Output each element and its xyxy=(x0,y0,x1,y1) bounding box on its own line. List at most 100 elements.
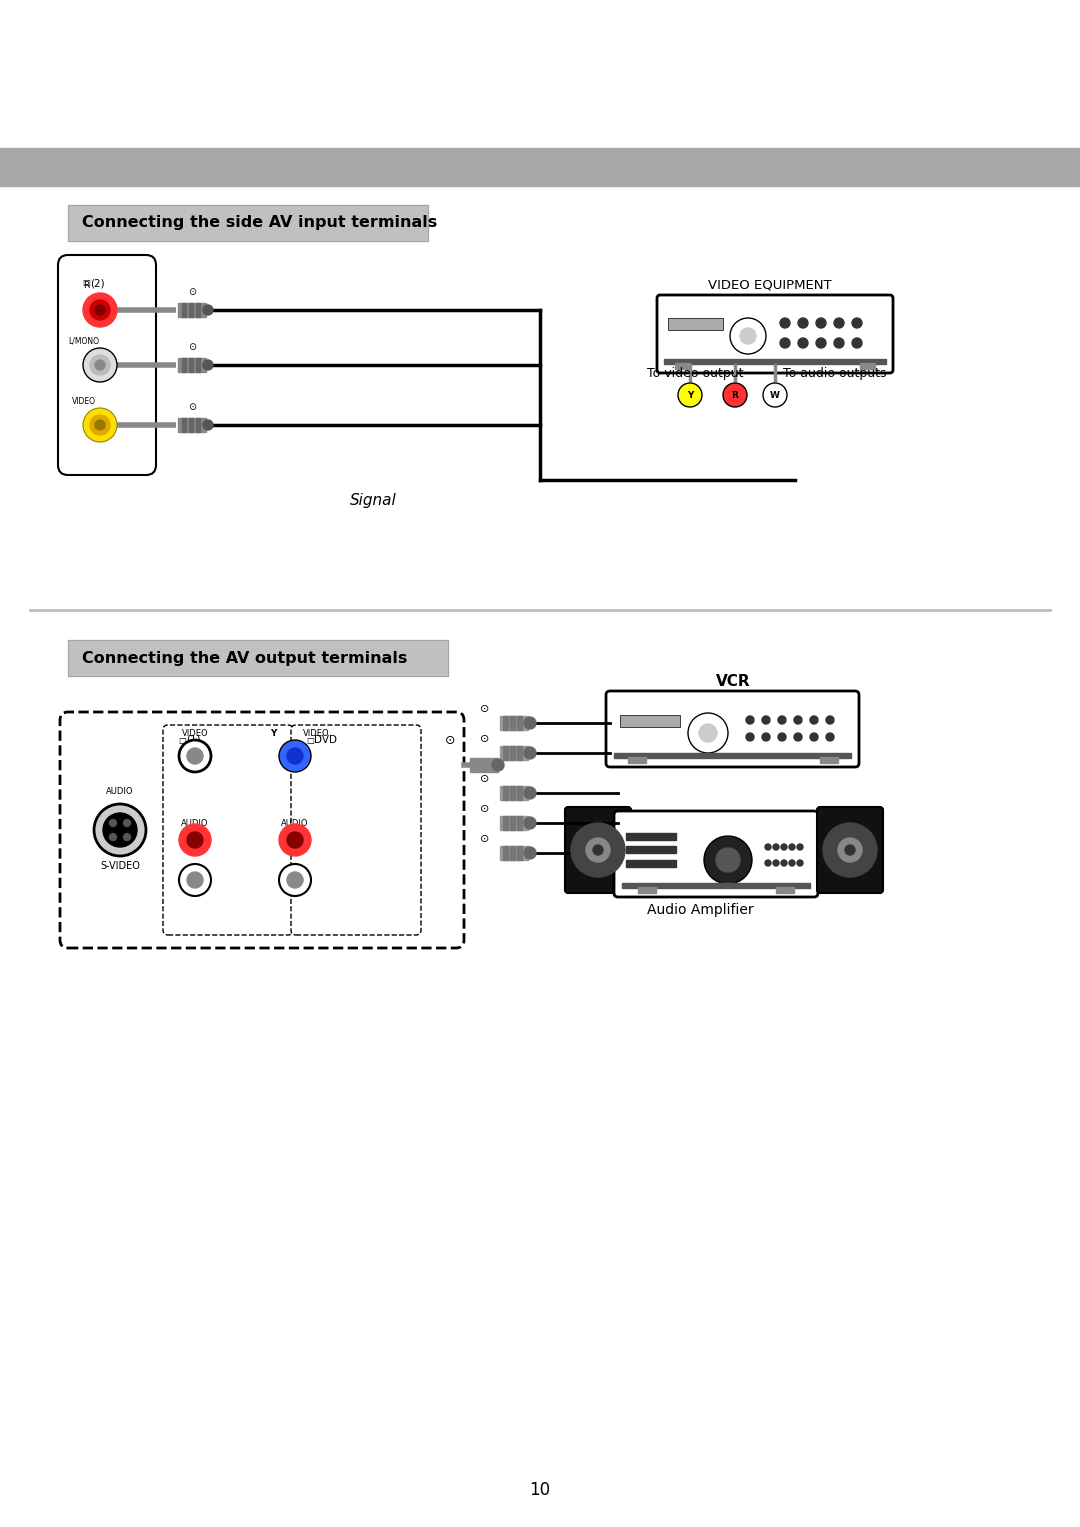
Circle shape xyxy=(773,844,779,851)
Text: To video output: To video output xyxy=(647,366,743,380)
Bar xyxy=(777,887,794,893)
Bar xyxy=(503,747,508,760)
Circle shape xyxy=(794,716,802,724)
Text: ⊙: ⊙ xyxy=(188,287,197,296)
Text: (2): (2) xyxy=(90,278,105,289)
Circle shape xyxy=(586,838,610,863)
Circle shape xyxy=(699,724,717,742)
Bar xyxy=(0,148,1080,186)
Text: ⊙: ⊙ xyxy=(481,704,489,715)
Bar xyxy=(189,302,193,318)
Circle shape xyxy=(279,825,311,857)
Circle shape xyxy=(730,318,766,354)
Circle shape xyxy=(109,820,117,826)
Bar xyxy=(669,318,723,330)
Text: Audio Amplifier: Audio Amplifier xyxy=(647,902,754,918)
Text: ⊙: ⊙ xyxy=(188,402,197,412)
Bar xyxy=(510,716,515,730)
Circle shape xyxy=(781,860,787,866)
Bar xyxy=(68,640,448,676)
Circle shape xyxy=(704,835,752,884)
Text: L/MONO: L/MONO xyxy=(68,336,99,345)
Circle shape xyxy=(287,872,303,889)
Bar xyxy=(195,302,200,318)
Text: VIDEO: VIDEO xyxy=(72,397,96,406)
Circle shape xyxy=(571,823,625,876)
Text: Y: Y xyxy=(687,391,693,400)
Bar xyxy=(500,747,528,760)
Bar xyxy=(500,716,528,730)
Text: □: □ xyxy=(82,278,90,287)
Circle shape xyxy=(678,383,702,408)
Bar xyxy=(68,640,448,676)
Circle shape xyxy=(688,713,728,753)
Circle shape xyxy=(83,408,117,441)
Text: ⊙: ⊙ xyxy=(481,774,489,783)
FancyBboxPatch shape xyxy=(565,806,631,893)
Bar xyxy=(664,359,886,363)
Bar xyxy=(517,815,522,831)
Bar xyxy=(178,418,206,432)
Text: R: R xyxy=(731,391,739,400)
Circle shape xyxy=(852,318,862,328)
Circle shape xyxy=(524,747,536,759)
Bar xyxy=(189,418,193,432)
Circle shape xyxy=(816,337,826,348)
Circle shape xyxy=(781,844,787,851)
Circle shape xyxy=(797,860,804,866)
Circle shape xyxy=(83,348,117,382)
Circle shape xyxy=(203,305,213,315)
Circle shape xyxy=(95,305,105,315)
Bar xyxy=(470,757,498,773)
Circle shape xyxy=(524,718,536,728)
Bar xyxy=(615,753,851,757)
Bar xyxy=(626,834,676,840)
Text: Connecting the side AV input terminals: Connecting the side AV input terminals xyxy=(82,215,437,231)
FancyBboxPatch shape xyxy=(606,692,859,767)
Circle shape xyxy=(823,823,877,876)
Bar xyxy=(626,860,676,867)
Text: ⊙: ⊙ xyxy=(481,805,489,814)
Text: VIDEO: VIDEO xyxy=(303,730,329,739)
Circle shape xyxy=(789,844,795,851)
Bar xyxy=(510,747,515,760)
Circle shape xyxy=(90,299,110,321)
Bar xyxy=(638,887,656,893)
Bar xyxy=(517,716,522,730)
Text: ⊙: ⊙ xyxy=(481,734,489,744)
Circle shape xyxy=(762,716,770,724)
Text: To audio outputs: To audio outputs xyxy=(783,366,887,380)
Circle shape xyxy=(94,805,146,857)
Circle shape xyxy=(778,733,786,741)
Bar xyxy=(517,846,522,860)
Bar xyxy=(503,786,508,800)
Circle shape xyxy=(852,337,862,348)
Circle shape xyxy=(794,733,802,741)
Bar xyxy=(503,846,508,860)
Text: ⊙: ⊙ xyxy=(481,834,489,844)
Bar xyxy=(178,302,206,318)
Text: □: □ xyxy=(306,736,314,745)
Bar xyxy=(620,715,680,727)
Circle shape xyxy=(179,864,211,896)
Circle shape xyxy=(740,328,756,344)
Circle shape xyxy=(95,420,105,431)
Text: S-VIDEO: S-VIDEO xyxy=(100,861,140,870)
Text: R: R xyxy=(83,281,90,290)
Circle shape xyxy=(816,318,826,328)
Bar xyxy=(500,846,528,860)
Circle shape xyxy=(798,318,808,328)
Circle shape xyxy=(765,860,771,866)
Circle shape xyxy=(279,864,311,896)
Bar xyxy=(189,357,193,373)
Circle shape xyxy=(524,786,536,799)
Text: ⊙: ⊙ xyxy=(445,733,456,747)
Bar xyxy=(622,883,810,889)
Circle shape xyxy=(789,860,795,866)
Text: Signal: Signal xyxy=(350,493,396,507)
Circle shape xyxy=(765,844,771,851)
Circle shape xyxy=(838,838,862,863)
Circle shape xyxy=(203,420,213,431)
Circle shape xyxy=(187,748,203,764)
Text: 10: 10 xyxy=(529,1481,551,1500)
